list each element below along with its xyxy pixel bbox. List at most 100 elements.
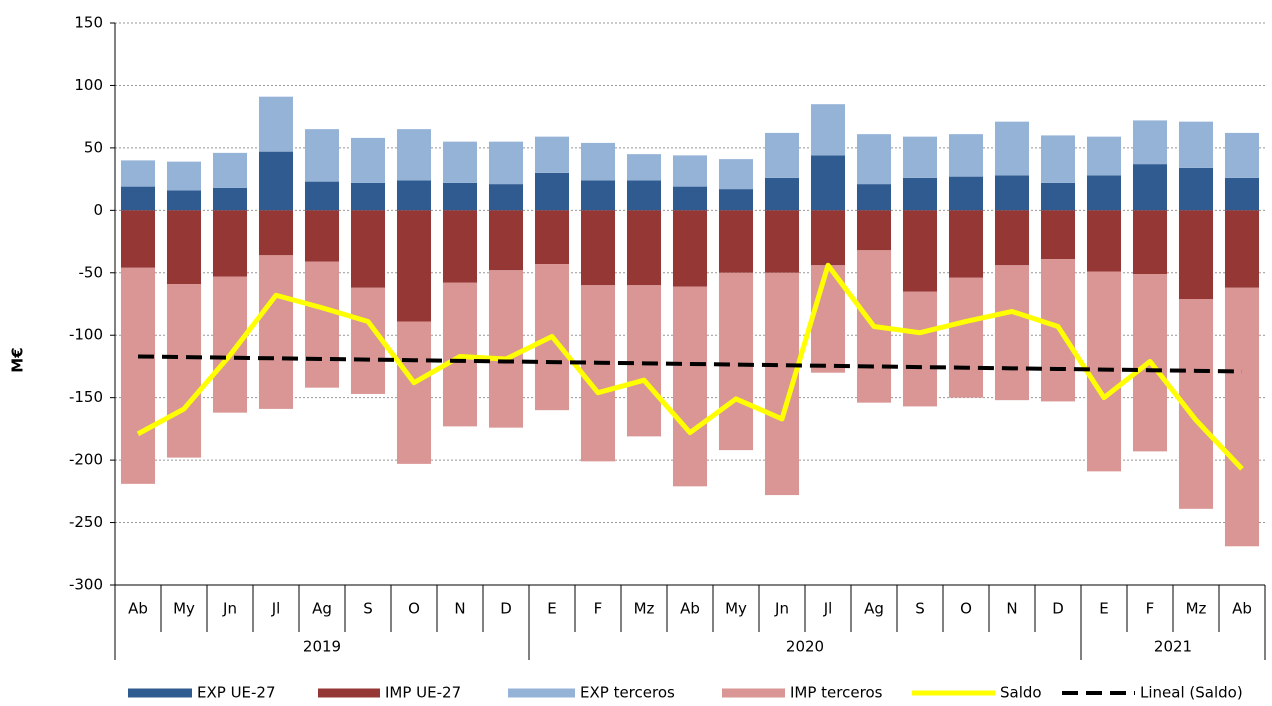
bar — [1224, 287, 1260, 547]
bar — [212, 187, 248, 211]
y-tick-label: 50 — [84, 138, 103, 156]
bar — [764, 132, 800, 178]
y-tick-label: -200 — [69, 451, 103, 469]
x-tick-label: Jl — [823, 600, 833, 618]
legend-label: EXP UE-27 — [197, 684, 276, 702]
bar — [258, 96, 294, 152]
legend-label: EXP terceros — [580, 684, 675, 702]
bar — [396, 321, 432, 464]
legend-label: IMP terceros — [790, 684, 883, 702]
y-tick-label: -150 — [69, 388, 103, 406]
bar — [396, 210, 432, 322]
bar — [810, 155, 846, 211]
bar — [672, 286, 708, 487]
bar — [304, 261, 340, 388]
bar — [442, 182, 478, 211]
bar — [166, 161, 202, 191]
bar — [856, 184, 892, 211]
x-tick-label: E — [547, 600, 556, 618]
bar — [534, 136, 570, 173]
bar — [580, 285, 616, 462]
bar — [810, 104, 846, 156]
bar — [1178, 167, 1214, 211]
group-label: 2019 — [303, 638, 341, 656]
bar — [902, 210, 938, 292]
bar — [1132, 120, 1168, 165]
x-tick-label: Jl — [271, 600, 281, 618]
bar — [1224, 132, 1260, 178]
bar — [166, 210, 202, 285]
trend-line — [137, 354, 1243, 374]
bar — [580, 210, 616, 286]
bar — [212, 276, 248, 413]
x-tick-label: My — [173, 600, 195, 618]
bar — [350, 210, 386, 288]
bar — [442, 141, 478, 183]
bar — [994, 175, 1030, 211]
bar — [534, 172, 570, 211]
bar — [626, 210, 662, 286]
x-tick-label: Mz — [634, 600, 655, 618]
bar — [212, 152, 248, 188]
bar — [1224, 210, 1260, 288]
bar — [994, 121, 1030, 176]
x-tick-label: S — [363, 600, 373, 618]
bar — [1132, 210, 1168, 275]
bar — [902, 291, 938, 407]
bar — [1178, 210, 1214, 300]
bar — [488, 210, 524, 271]
y-tick-label: -100 — [69, 326, 103, 344]
bar — [948, 134, 984, 177]
bar — [580, 180, 616, 211]
x-tick-label: F — [1146, 600, 1155, 618]
y-tick-label: 0 — [93, 201, 103, 219]
bar — [626, 180, 662, 211]
group-label: 2021 — [1154, 638, 1192, 656]
bar — [902, 136, 938, 178]
bar — [994, 210, 1030, 266]
bar — [304, 181, 340, 211]
bar — [488, 141, 524, 185]
bar — [166, 190, 202, 211]
bar — [626, 154, 662, 181]
group-label: 2020 — [786, 638, 824, 656]
y-tick-label: -50 — [79, 263, 104, 281]
x-tick-label: Ab — [1232, 600, 1252, 618]
bar — [718, 272, 754, 451]
bar — [626, 285, 662, 437]
y-tick-label: -300 — [69, 576, 103, 594]
y-tick-label: 100 — [74, 76, 103, 94]
bar — [304, 210, 340, 262]
bar — [350, 182, 386, 211]
bar — [396, 129, 432, 181]
x-tick-label: Ab — [128, 600, 148, 618]
bar — [258, 151, 294, 211]
bar — [212, 210, 248, 277]
bar — [1132, 164, 1168, 211]
bar — [856, 210, 892, 251]
x-tick-label: Ab — [680, 600, 700, 618]
bar — [856, 134, 892, 185]
bar — [534, 210, 570, 265]
y-tick-label: -250 — [69, 513, 103, 531]
bar — [258, 210, 294, 256]
bar — [120, 160, 156, 187]
bar — [718, 189, 754, 211]
bar — [672, 155, 708, 187]
x-tick-label: S — [915, 600, 925, 618]
bar — [672, 210, 708, 287]
line — [136, 262, 1244, 471]
x-tick-label: Jn — [222, 600, 237, 618]
y-axis-label: M€ — [9, 347, 27, 372]
bar — [1040, 210, 1076, 260]
bar — [1224, 177, 1260, 211]
x-tick-label: E — [1099, 600, 1108, 618]
x-tick-label: Mz — [1186, 600, 1207, 618]
bar — [396, 180, 432, 211]
bar — [258, 255, 294, 409]
bar — [488, 270, 524, 428]
bar — [1086, 210, 1122, 272]
x-tick-label: N — [454, 600, 465, 618]
bar — [304, 129, 340, 182]
